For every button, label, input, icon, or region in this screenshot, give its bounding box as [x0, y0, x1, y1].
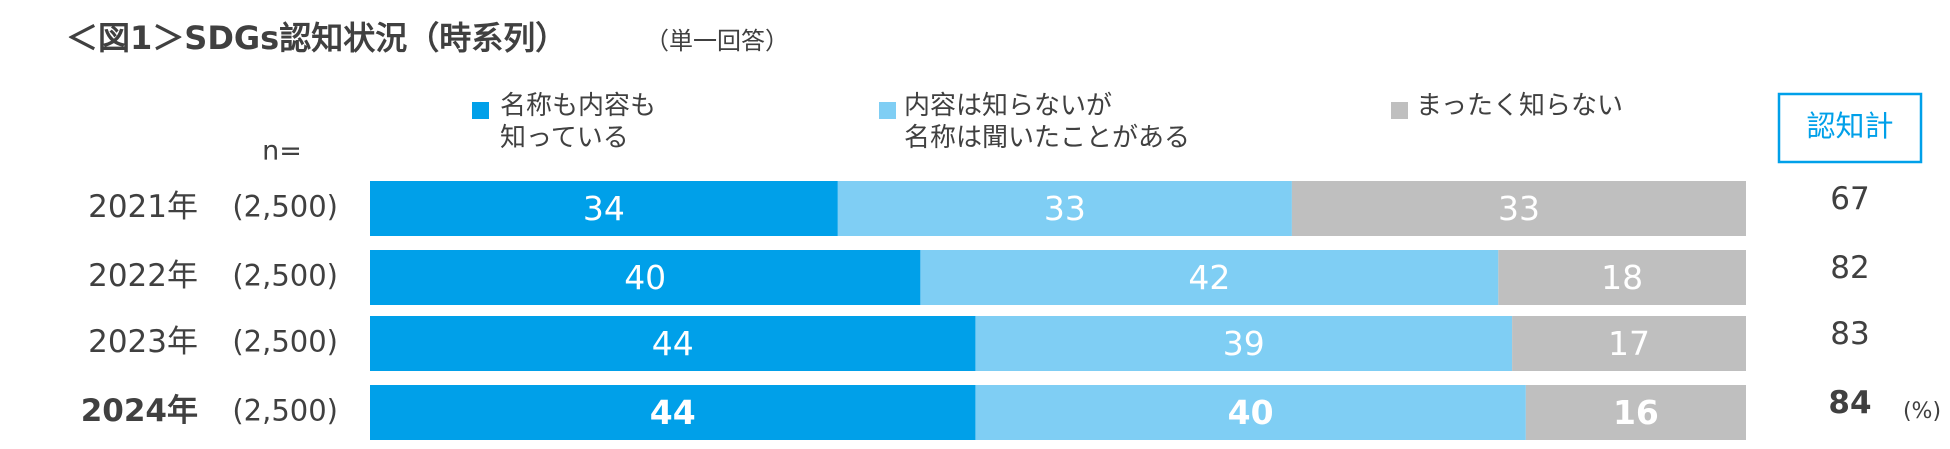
bar-segment [370, 181, 838, 236]
value-label: 40 [1228, 393, 1274, 432]
value-label: 33 [1044, 189, 1086, 228]
bar-segment [1498, 250, 1746, 305]
n-value: (2,500) [232, 394, 338, 428]
n-value: (2,500) [232, 190, 338, 224]
value-label: 18 [1601, 258, 1643, 297]
n-value: (2,500) [232, 259, 338, 293]
total-label: 認知計 [1806, 109, 1893, 143]
category-label: 2024年 [81, 393, 198, 429]
bar-segment [1291, 181, 1746, 236]
value-label: 44 [650, 393, 696, 432]
value-label: 40 [624, 258, 666, 297]
value-label: 33 [1498, 189, 1540, 228]
bar-segment [370, 385, 976, 440]
bar-segment [1525, 385, 1746, 440]
bar-segment [370, 316, 976, 371]
total-value: 83 [1830, 316, 1869, 352]
value-label: 44 [652, 324, 694, 363]
n-label: n= [262, 136, 302, 167]
bar-segment [837, 181, 1292, 236]
legend-swatch [1391, 102, 1408, 119]
bar-segment [975, 385, 1526, 440]
bar-segment [920, 250, 1499, 305]
legend-label: 名称も内容も 知っている [500, 91, 657, 153]
value-label: 16 [1613, 393, 1659, 432]
total-box [1777, 92, 1923, 164]
total-value: 67 [1830, 181, 1869, 217]
chart-subtitle: （単一回答） [645, 27, 789, 55]
value-label: 17 [1608, 324, 1650, 363]
category-label: 2022年 [88, 258, 198, 294]
total-value: 82 [1830, 250, 1869, 286]
total-value: 84 [1828, 385, 1871, 421]
bar-segment [1512, 316, 1746, 371]
unit-label: (%) [1903, 399, 1941, 424]
n-value: (2,500) [232, 325, 338, 359]
value-label: 34 [583, 189, 625, 228]
legend-swatch [879, 102, 896, 119]
legend-label: 内容は知らないが 名称は聞いたことがある [904, 91, 1191, 153]
legend-label: まったく知らない [1416, 91, 1623, 121]
category-label: 2023年 [88, 324, 198, 360]
category-label: 2021年 [88, 189, 198, 225]
value-label: 39 [1223, 324, 1265, 363]
bar-segment [975, 316, 1513, 371]
value-label: 42 [1188, 258, 1230, 297]
chart-title: ＜図1＞SDGs認知状況（時系列） [66, 19, 567, 57]
bar-segment [370, 250, 921, 305]
legend-swatch [472, 102, 489, 119]
